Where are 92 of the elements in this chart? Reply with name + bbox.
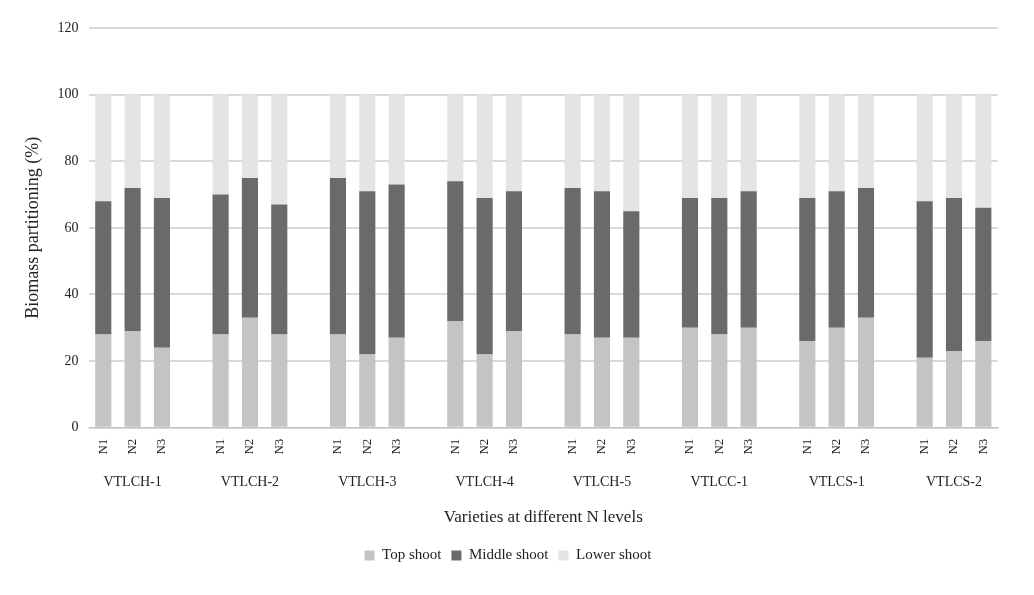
bar [916,201,933,358]
y-tick-label: 80 [64,152,79,168]
x-tick-label: N1 [446,438,462,455]
bar [476,354,493,427]
bar [857,187,875,318]
x-tick-label: N1 [94,438,110,455]
text: VTLCH-1 [103,474,162,490]
bar [95,334,112,427]
y-axis-title: Biomass partitioning (%) [21,136,43,319]
bar [828,191,845,328]
bar [623,211,640,338]
text: VTLCC-1 [690,474,749,490]
x-tick-label: N2 [476,438,492,455]
bar [975,341,992,427]
x-tick-label: N2 [593,438,609,455]
x-tick-label: N3 [505,438,521,455]
bar [564,334,581,427]
text: VTLCH-4 [455,474,514,490]
bar [945,197,963,352]
y-tick-label: 40 [64,286,79,302]
x-tick-label: N2 [241,438,257,455]
bar [828,327,845,427]
bar [241,177,259,318]
y-tick-label: 20 [64,352,79,368]
text: VTLCS-2 [926,474,982,490]
x-tick-label: N3 [388,438,404,455]
y-tick-label: 60 [64,219,79,235]
bar [241,317,259,427]
x-tick-label: N2 [828,438,844,455]
bar [124,331,141,427]
bar [95,201,112,335]
legend-label: Lower shoot [576,546,653,563]
bar [505,191,523,332]
x-tick-label: N1 [564,438,580,455]
x-tick-label: N1 [916,438,932,455]
text: VTLCH-3 [338,474,397,490]
x-tick-label: N3 [622,438,638,455]
bar [740,191,757,328]
bar [593,191,611,338]
x-tick-label: N3 [974,438,990,455]
x-tick-label: N3 [740,438,756,455]
x-tick-label: N3 [857,438,873,455]
bar [447,321,464,427]
bar [124,187,141,332]
bar [857,317,875,427]
x-tick-label: N2 [358,438,374,455]
bar [593,337,611,427]
text: VTLCH-2 [220,474,280,490]
bar [945,351,963,427]
y-tick-label: 120 [57,19,79,35]
y-tick-label: 100 [57,86,79,102]
bar [476,197,493,355]
text: VTLCH-5 [572,474,632,490]
x-tick-label: N3 [270,438,286,455]
bar [359,191,376,355]
x-tick-label: N1 [212,438,228,455]
bar [153,197,171,348]
text: VTLCS-1 [808,474,865,490]
x-axis-title: Varieties at different N levels [443,507,643,527]
bar [681,197,699,328]
bar [388,337,405,427]
bar [916,357,933,427]
x-tick-label: N2 [710,438,726,455]
x-tick-label: N2 [124,438,140,455]
bar [711,334,728,427]
bar [212,334,229,427]
bar [329,177,347,335]
x-tick-label: N1 [329,438,345,455]
bar [711,197,728,335]
legend-label: Top shoot [382,546,443,563]
bar [329,334,347,427]
bar [799,197,816,342]
bar [271,204,288,335]
bar [505,331,523,427]
y-tick-label: 0 [71,419,79,435]
x-tick-label: N2 [945,438,961,455]
x-tick-label: N1 [681,438,697,455]
bar [359,354,376,427]
bar [564,187,581,335]
bar [681,327,699,427]
x-tick-label: N3 [153,438,169,455]
bar [388,184,405,338]
bar [153,347,171,427]
bar [975,207,992,342]
bar [212,194,229,335]
bar [799,341,816,427]
bar [271,334,288,427]
legend-label: Middle shoot [468,546,550,563]
bar [623,337,640,427]
bar [447,181,464,322]
bar [740,327,757,427]
x-tick-label: N1 [798,438,814,455]
